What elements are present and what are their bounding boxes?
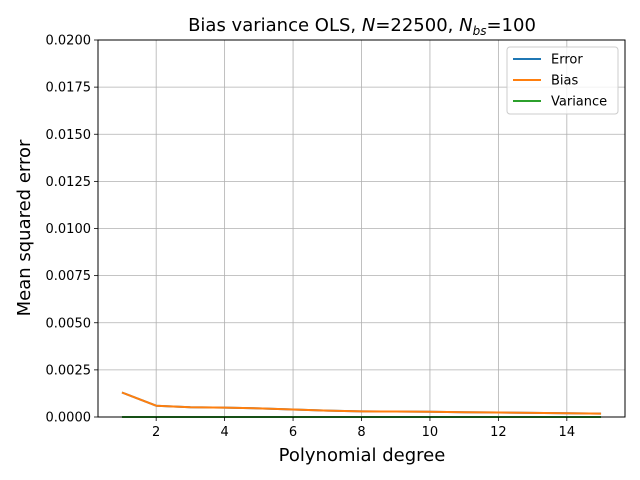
x-tick-label: 8	[357, 425, 365, 440]
x-tick-label: 4	[220, 425, 228, 440]
x-tick-label: 2	[152, 425, 160, 440]
y-axis-ticks: 0.0000 0.0025 0.0050 0.0075 0.0100 0.0125 0.01…	[46, 34, 98, 426]
chart-title-n-eq: =22500,	[375, 15, 459, 36]
y-tick-label: 0.0075	[46, 269, 92, 284]
legend-label: Bias	[551, 74, 578, 89]
y-tick-label: 0.0000	[46, 411, 92, 426]
y-tick-label: 0.0125	[46, 175, 92, 190]
y-tick-label: 0.0050	[46, 316, 92, 331]
y-tick-label: 0.0100	[46, 222, 92, 237]
legend-box	[506, 46, 619, 115]
legend: Error Bias Variance	[506, 46, 619, 115]
x-tick-label: 14	[559, 425, 576, 440]
y-tick-label: 0.0025	[46, 363, 92, 378]
y-tick-label: 0.0200	[46, 34, 92, 49]
chart-title-n-symbol: N	[362, 15, 375, 36]
chart-title-prefix: Bias variance OLS,	[188, 15, 362, 36]
x-axis-ticks: 2 4 6 8 10 12 14	[152, 417, 575, 440]
chart-title-nbs-symbol: N	[459, 15, 472, 36]
x-tick-label: 12	[490, 425, 507, 440]
chart-title-nbs-eq: =100	[486, 15, 535, 36]
y-tick-label: 0.0150	[46, 128, 92, 143]
legend-label: Variance	[551, 95, 607, 110]
y-axis-title: Mean squared error	[14, 139, 35, 316]
y-tick-label: 0.0175	[46, 81, 92, 96]
legend-label: Error	[551, 53, 583, 68]
chart-title: Bias variance OLS, N=22500, Nbs=100	[188, 15, 536, 38]
x-tick-label: 6	[289, 425, 297, 440]
x-axis-title: Polynomial degree	[279, 445, 446, 466]
chart-title-nbs-sub: bs	[473, 24, 487, 38]
series-line-bias	[121, 391, 602, 415]
x-tick-label: 10	[422, 425, 439, 440]
